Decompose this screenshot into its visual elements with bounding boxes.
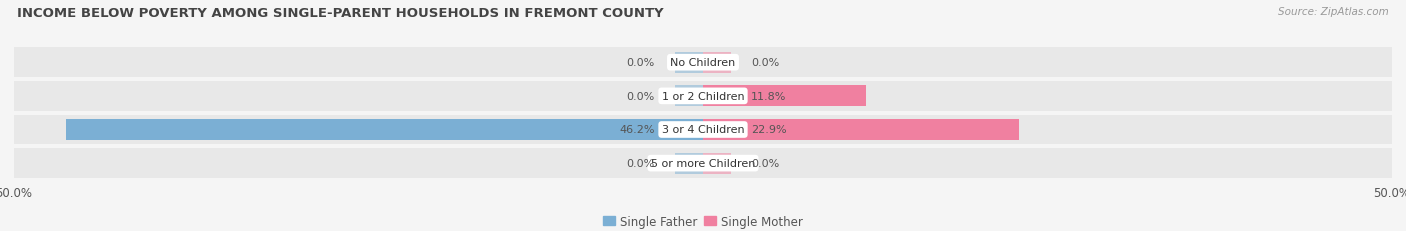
Text: No Children: No Children <box>671 58 735 68</box>
Bar <box>675 86 703 107</box>
Bar <box>66 120 703 140</box>
Bar <box>703 115 1392 145</box>
Bar <box>703 48 1392 78</box>
Bar <box>703 149 1392 178</box>
Bar <box>14 48 703 78</box>
Text: 0.0%: 0.0% <box>751 58 779 68</box>
Bar <box>703 153 731 174</box>
Text: 0.0%: 0.0% <box>627 158 655 168</box>
Bar <box>14 82 703 111</box>
Bar <box>675 53 703 73</box>
Text: Source: ZipAtlas.com: Source: ZipAtlas.com <box>1278 7 1389 17</box>
Bar <box>703 120 1018 140</box>
Text: 11.8%: 11.8% <box>751 91 786 101</box>
Bar <box>703 82 1392 111</box>
Bar <box>14 149 703 178</box>
Text: 0.0%: 0.0% <box>627 91 655 101</box>
Text: INCOME BELOW POVERTY AMONG SINGLE-PARENT HOUSEHOLDS IN FREMONT COUNTY: INCOME BELOW POVERTY AMONG SINGLE-PARENT… <box>17 7 664 20</box>
Bar <box>675 153 703 174</box>
Text: 46.2%: 46.2% <box>619 125 655 135</box>
Text: 0.0%: 0.0% <box>627 58 655 68</box>
Legend: Single Father, Single Mother: Single Father, Single Mother <box>599 210 807 231</box>
Text: 22.9%: 22.9% <box>751 125 787 135</box>
Text: 5 or more Children: 5 or more Children <box>651 158 755 168</box>
Bar <box>703 53 731 73</box>
Text: 1 or 2 Children: 1 or 2 Children <box>662 91 744 101</box>
Bar <box>14 115 703 145</box>
Text: 0.0%: 0.0% <box>751 158 779 168</box>
Text: 3 or 4 Children: 3 or 4 Children <box>662 125 744 135</box>
Bar <box>703 86 866 107</box>
